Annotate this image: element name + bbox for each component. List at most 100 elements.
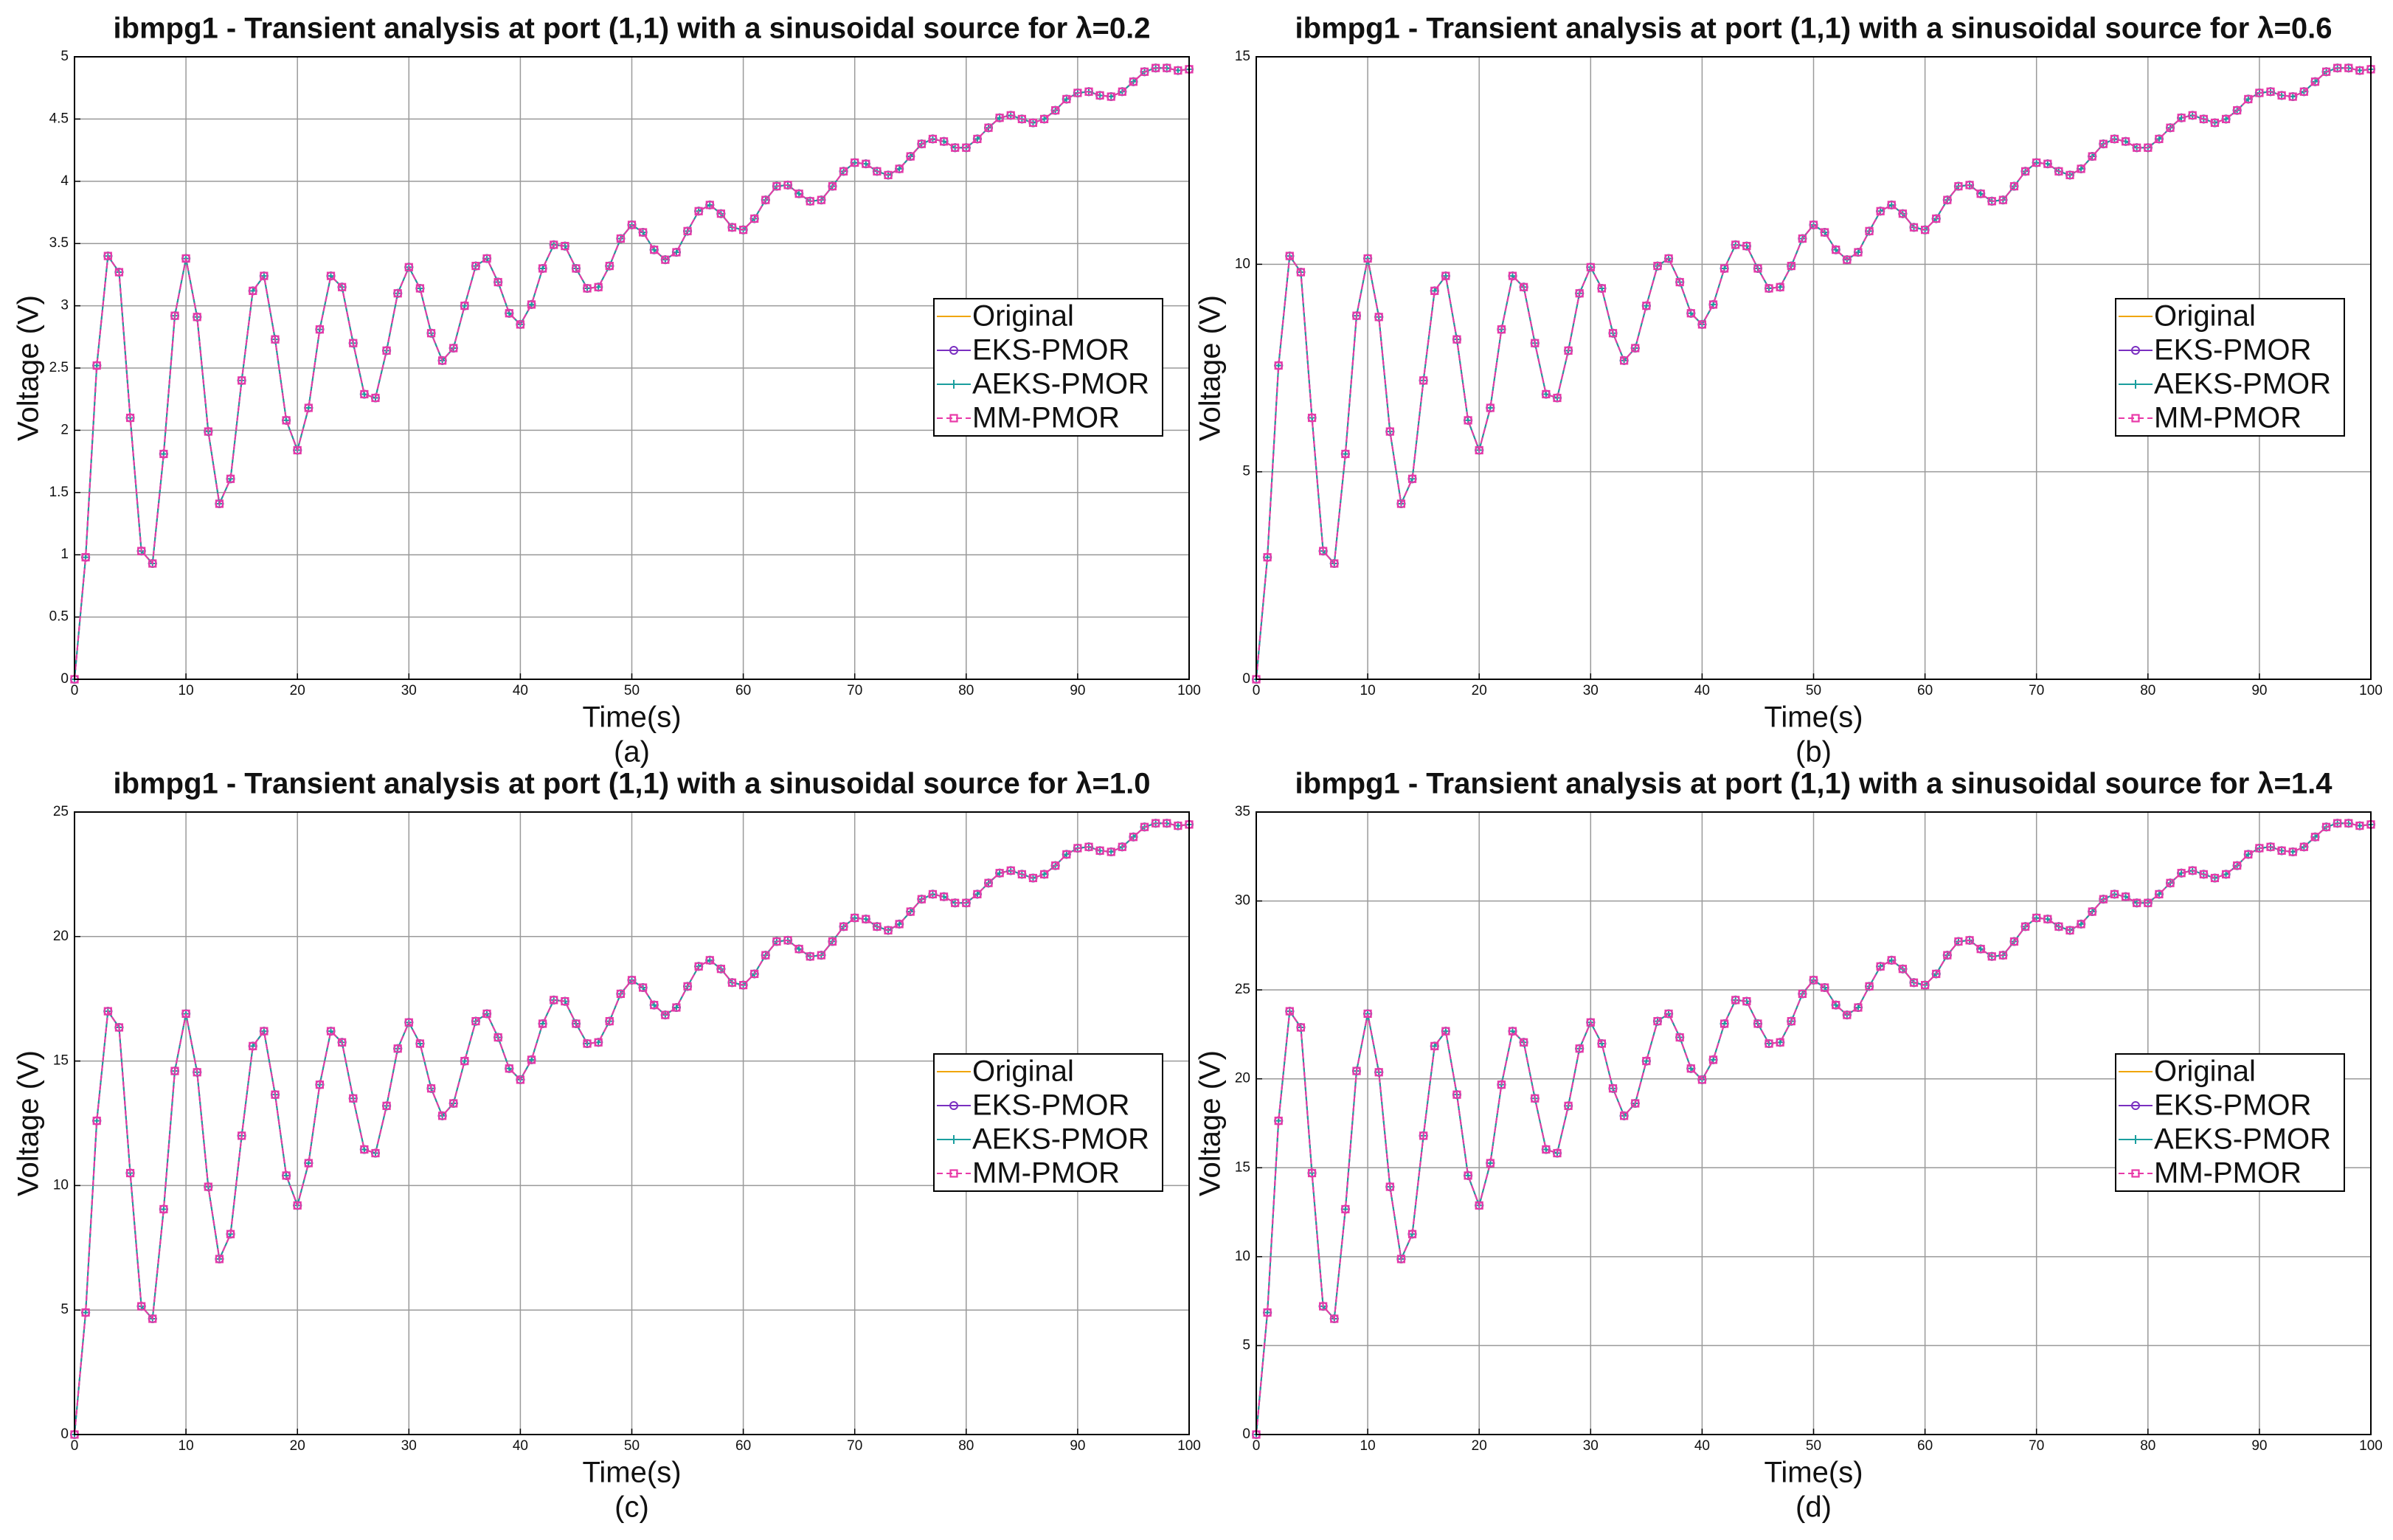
marker-plus (949, 380, 958, 389)
marker-square (616, 989, 625, 999)
marker-square (1675, 277, 1684, 287)
marker-square (1374, 1068, 1383, 1077)
marker-square (984, 123, 993, 132)
marker-square (1832, 246, 1840, 254)
marker-square (92, 361, 101, 370)
marker-square (1531, 1094, 1540, 1103)
legend-label: EKS-PMOR (2154, 334, 2311, 367)
y-tick-label: 15 (1235, 49, 1250, 64)
marker-square (215, 499, 224, 508)
y-tick-label: 25 (53, 804, 69, 819)
y-axis-label: Voltage (V) (1194, 295, 1227, 441)
caption: (a) (614, 736, 650, 769)
marker-square (951, 898, 960, 907)
marker-square (326, 1027, 336, 1036)
marker-square (1720, 264, 1729, 273)
marker-square (1017, 870, 1026, 879)
y-tick-label: 35 (1235, 804, 1250, 819)
x-tick-label: 70 (847, 683, 862, 698)
x-tick-label: 80 (2140, 1438, 2155, 1454)
y-tick-label: 2 (60, 422, 69, 437)
marker-square (1352, 311, 1361, 320)
x-tick-label: 40 (513, 683, 528, 698)
marker-square (1006, 111, 1015, 119)
marker-square (928, 134, 938, 144)
marker-square (471, 261, 480, 271)
marker-square (561, 996, 569, 1006)
marker-square (750, 969, 759, 979)
x-tick-label: 60 (735, 683, 751, 698)
marker-square (1608, 1084, 1618, 1093)
marker-square (505, 1064, 513, 1073)
marker-square (494, 277, 502, 287)
legend-label: MM-PMOR (2154, 402, 2302, 434)
x-tick-label: 10 (179, 1438, 194, 1454)
marker-square (1664, 254, 1673, 263)
marker-square (204, 427, 212, 436)
marker-square (2043, 159, 2052, 168)
marker-square (783, 181, 792, 190)
marker-square (2110, 889, 2119, 899)
marker-square (839, 922, 848, 931)
marker-square (2054, 167, 2063, 176)
marker-square (304, 403, 313, 412)
marker-square (783, 936, 792, 945)
x-tick-label: 90 (1070, 683, 1085, 698)
marker-square (1352, 1066, 1361, 1075)
y-tick-label: 10 (1235, 256, 1250, 271)
x-tick-label: 20 (1472, 1438, 1487, 1454)
marker-square (415, 284, 425, 293)
marker-square (1564, 346, 1573, 355)
marker-square (1943, 195, 1952, 204)
chart-title: ibmpg1 - Transient analysis at port (1,1… (114, 13, 1151, 45)
marker-square (482, 254, 491, 263)
marker-square (973, 889, 982, 899)
marker-square (460, 302, 469, 311)
chart-title: ibmpg1 - Transient analysis at port (1,1… (114, 768, 1151, 800)
marker-square (683, 982, 692, 991)
marker-square (103, 1007, 112, 1016)
marker-square (851, 913, 859, 923)
marker-square (906, 907, 915, 916)
marker-square (393, 1044, 402, 1053)
marker-square (349, 339, 358, 347)
y-tick-label: 2.5 (49, 360, 69, 375)
y-tick-label: 3 (60, 298, 69, 313)
marker-square (1843, 1010, 1852, 1019)
legend-label: Original (972, 300, 1074, 333)
marker-square (1441, 1027, 1450, 1036)
marker-square (1107, 847, 1115, 856)
marker-square (2333, 819, 2342, 828)
marker-square (438, 356, 447, 365)
marker-square (550, 240, 558, 249)
marker-square (1854, 248, 1863, 257)
marker-square (1664, 1009, 1673, 1019)
marker-square (2210, 873, 2220, 883)
marker-square (2333, 63, 2342, 72)
marker-square (1363, 1009, 1372, 1019)
marker-square (738, 226, 748, 235)
x-tick-label: 50 (624, 1438, 640, 1454)
marker-square (125, 1168, 135, 1178)
caption: (b) (1795, 736, 1832, 769)
marker-square (382, 346, 391, 355)
x-tick-label: 20 (1472, 683, 1487, 698)
marker-square (438, 1111, 447, 1120)
marker-square (1586, 1018, 1595, 1027)
marker-square (2133, 898, 2141, 907)
marker-square (1809, 976, 1818, 985)
marker-square (1954, 937, 1963, 946)
marker-square (2032, 913, 2041, 923)
marker-square (738, 981, 748, 990)
marker-square (1798, 989, 1807, 999)
marker-square (1898, 965, 1907, 974)
marker-square (1987, 197, 1996, 206)
x-tick-label: 0 (1253, 1438, 1261, 1454)
marker-square (1998, 195, 2007, 204)
x-tick-label: 90 (2251, 683, 2267, 698)
marker-square (2099, 895, 2108, 903)
y-tick-label: 0 (1242, 671, 1250, 687)
marker-square (1965, 936, 1974, 945)
marker-square (1954, 181, 1963, 191)
